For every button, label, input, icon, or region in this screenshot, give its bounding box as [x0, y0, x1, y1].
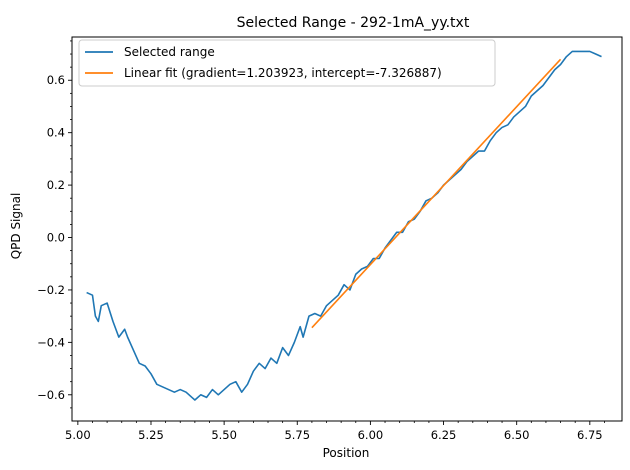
y-tick-label: −0.4: [37, 335, 65, 349]
y-axis-label: QPD Signal: [9, 193, 23, 260]
x-tick-label: 5.25: [138, 428, 164, 442]
y-axis: −0.6 −0.4 −0.2 0.0 0.2 0.4 0.6: [37, 40, 72, 409]
x-axis: 5.00 5.25 5.50 5.75 6.00 6.25 6.50 6.75: [65, 421, 605, 442]
legend: Selected range Linear fit (gradient=1.203…: [78, 39, 496, 87]
legend-label: Linear fit (gradient=1.203923, intercept…: [124, 66, 442, 80]
series-line-2: [311, 58, 562, 329]
legend-label: Selected range: [124, 45, 215, 59]
x-tick-label: 5.50: [211, 428, 237, 442]
series-line-1: [86, 50, 602, 401]
x-tick-label: 6.75: [577, 428, 603, 442]
x-tick-label: 6.00: [358, 428, 384, 442]
x-axis-label: Position: [323, 446, 370, 460]
legend-box: [78, 39, 496, 87]
chart-title: Selected Range - 292-1mA_yy.txt: [237, 15, 470, 31]
y-tick-label: 0.2: [47, 178, 65, 192]
x-tick-label: 6.50: [504, 428, 530, 442]
y-tick-label: −0.2: [37, 283, 65, 297]
y-tick-label: −0.6: [37, 388, 65, 402]
y-tick-label: 0.0: [47, 231, 65, 245]
x-tick-label: 6.25: [431, 428, 457, 442]
plot-area: 5.00 5.25 5.50 5.75 6.00 6.25 6.50 6.75 −0.6−0.…: [37, 36, 623, 442]
plot-frame: [71, 36, 623, 422]
x-tick-label: 5.00: [65, 428, 91, 442]
series-layer: [86, 50, 602, 401]
x-tick-label: 5.75: [284, 428, 310, 442]
y-tick-label: 0.4: [47, 126, 65, 140]
y-tick-label: 0.6: [47, 73, 65, 87]
